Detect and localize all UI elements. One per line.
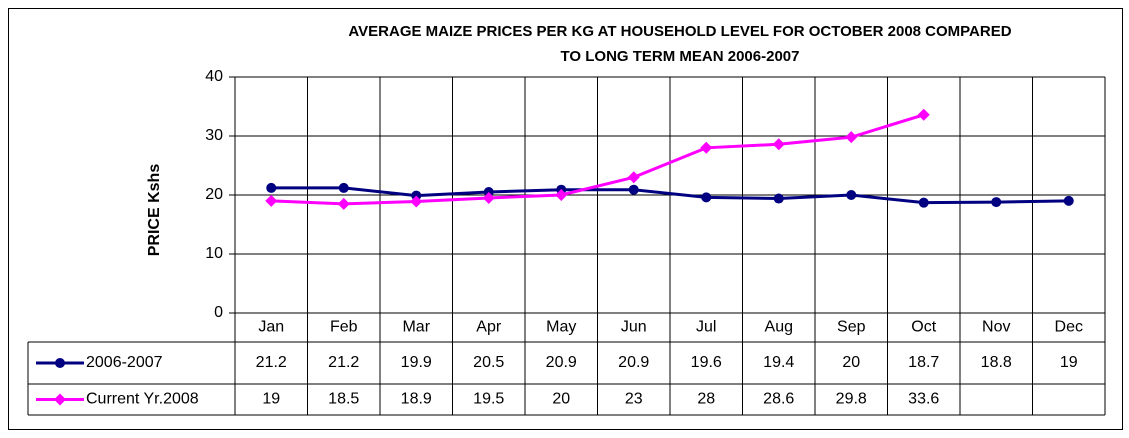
table-value: 18.9 [401,391,432,408]
table-value: 19.9 [401,354,432,371]
table-value: 19.4 [763,354,794,371]
chart-border [8,8,1123,430]
marker [265,194,278,207]
marker [337,197,350,210]
marker [54,393,66,406]
table-value: 18.8 [981,354,1012,371]
table-value: 33.6 [908,391,939,408]
y-tick-label: 0 [214,304,223,321]
x-tick-label: Oct [911,319,936,336]
table-value: 18.5 [328,391,359,408]
marker [410,195,423,208]
y-tick-label: 20 [205,186,223,203]
y-axis-label: PRICE Kshs [146,164,163,257]
x-tick-label: Dec [1055,319,1083,336]
table-value: 28 [697,391,715,408]
y-tick-label: 10 [205,245,223,262]
marker [845,131,858,144]
table-value: 20.5 [473,354,504,371]
marker [555,189,568,201]
x-tick-label: Jan [258,319,284,336]
table-value: 20.9 [618,354,649,371]
x-tick-label: Mar [402,319,430,336]
marker [772,138,785,151]
table-value: 19 [262,391,280,408]
marker [846,190,857,200]
table-value: 20 [842,354,860,371]
table-value: 21.2 [328,354,359,371]
chart-title: TO LONG TERM MEAN 2006-2007 [561,48,800,65]
marker [266,182,277,193]
marker [991,197,1002,208]
table-value: 20 [552,391,570,408]
y-tick-label: 40 [205,68,223,85]
marker [338,182,349,193]
table-value: 19.5 [473,391,504,408]
marker [627,171,640,184]
x-tick-label: May [546,319,576,336]
marker [700,141,713,154]
x-tick-label: Jul [696,319,716,336]
marker [55,358,65,368]
x-tick-label: Sep [837,319,866,336]
table-value: 20.9 [546,354,577,371]
marker [628,184,639,195]
table-value: 21.2 [256,354,287,371]
x-tick-label: Nov [982,319,1010,336]
table-value: 18.7 [908,354,939,371]
table-value: 28.6 [763,391,794,408]
table-value: 23 [625,391,643,408]
x-tick-label: Jun [621,319,647,336]
legend-label: 2006-2007 [86,354,163,371]
marker [701,192,712,203]
series-line [271,113,925,206]
legend-label: Current Yr.2008 [86,391,199,408]
marker [482,191,495,204]
marker [917,108,930,121]
marker [773,193,784,204]
table-value: 29.8 [836,391,867,408]
table-value: 19.6 [691,354,722,371]
table-value: 19 [1060,354,1078,371]
x-tick-label: Apr [476,319,502,336]
x-tick-label: Aug [765,319,793,336]
y-tick-label: 30 [205,127,223,144]
chart-title: AVERAGE MAIZE PRICES PER KG AT HOUSEHOLD… [348,23,1011,40]
marker [1063,195,1074,206]
marker [918,197,929,208]
series-line [271,186,1069,205]
x-tick-label: Feb [330,319,358,336]
